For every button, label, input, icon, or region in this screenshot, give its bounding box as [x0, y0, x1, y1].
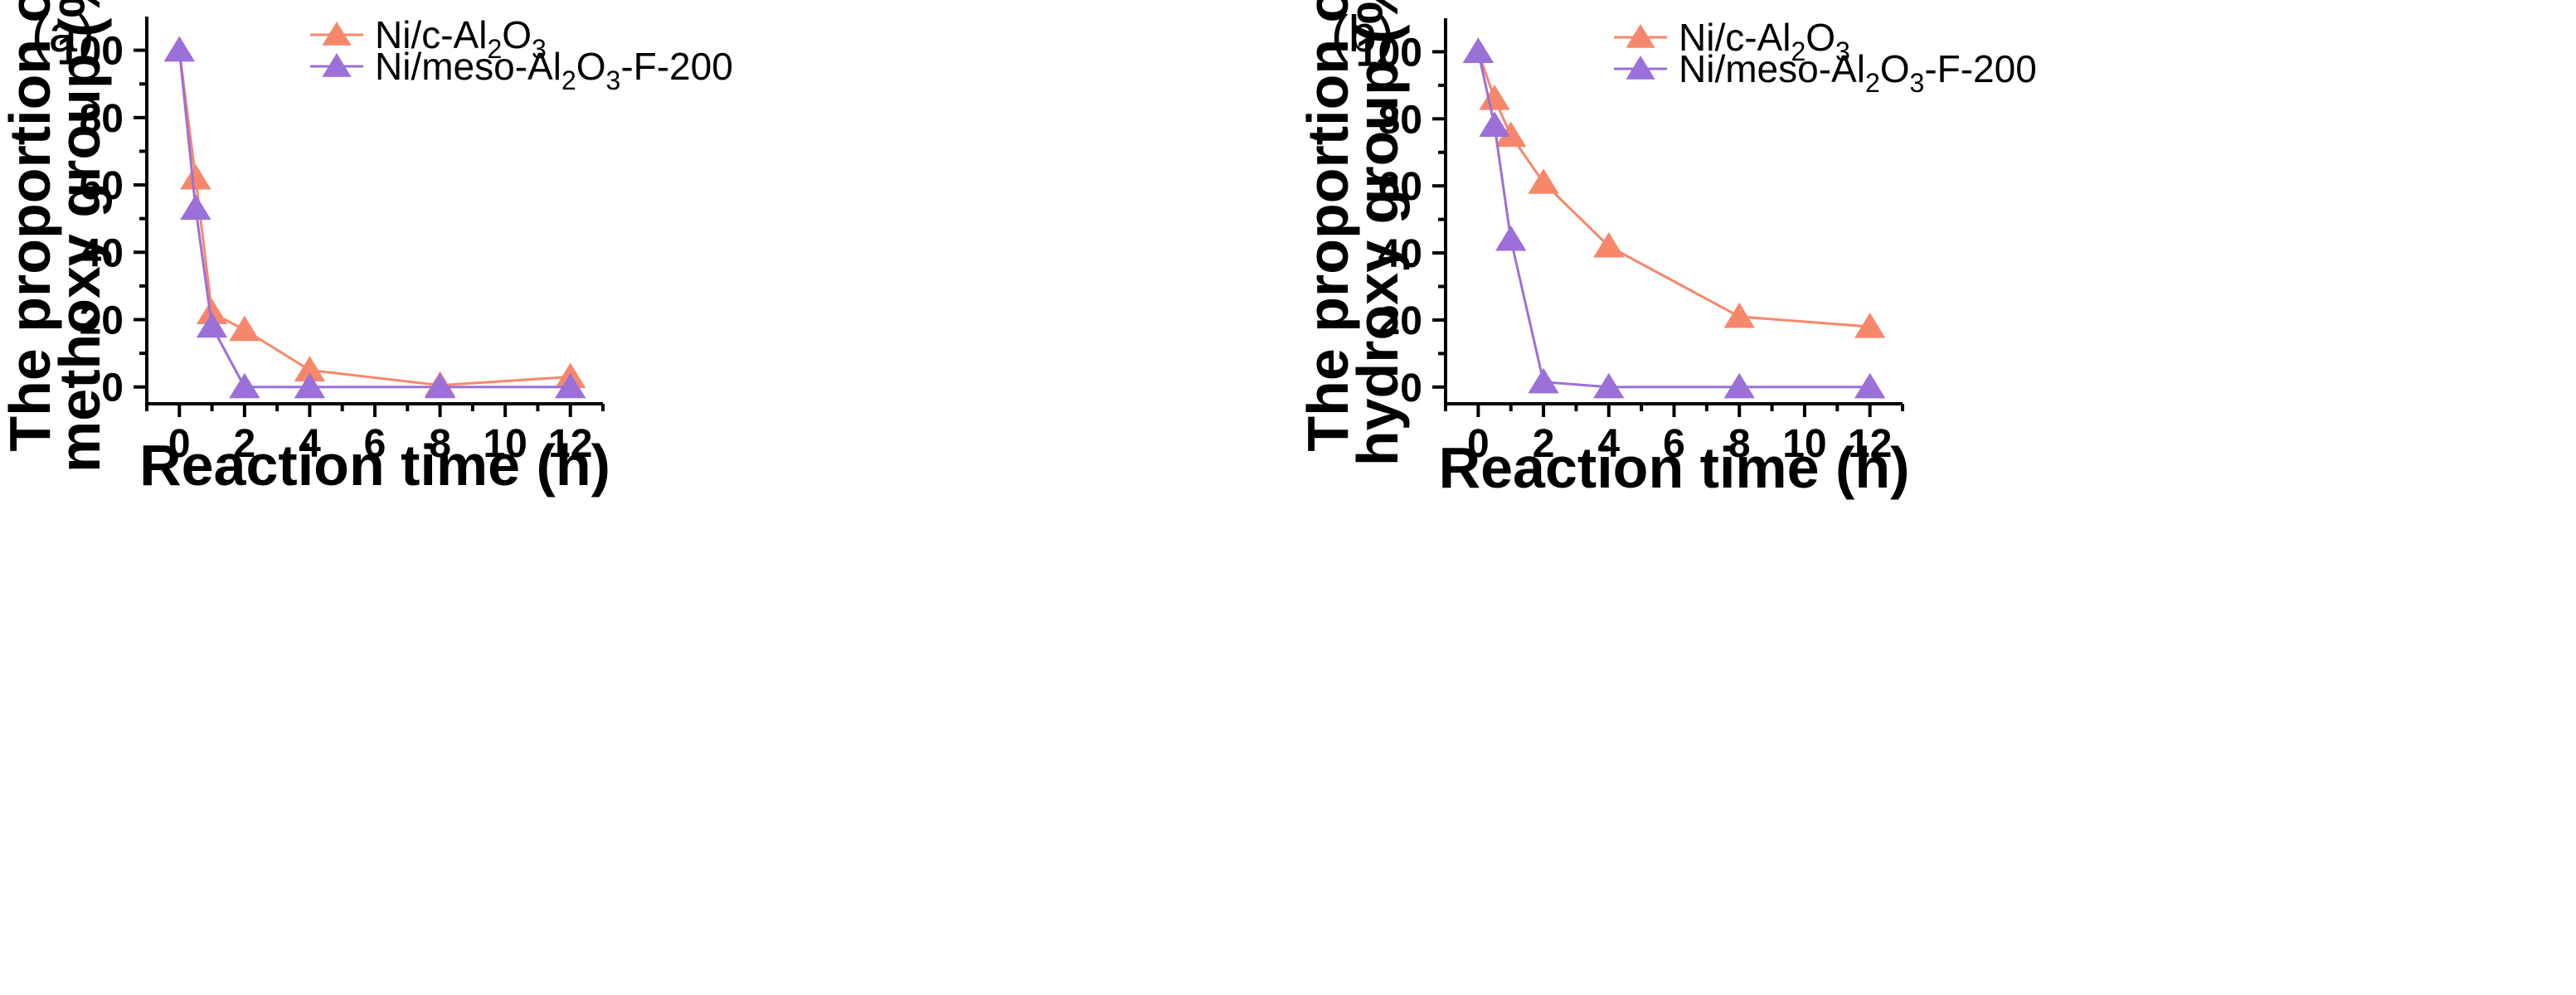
chart-a-y-axis-title-line2: methoxy group (%) [47, 0, 112, 473]
chart-a-legend-swatch-marker [322, 53, 352, 77]
chart-a-y-tick-label: 0 [101, 366, 124, 410]
chart-a-series-2-point [424, 372, 456, 399]
chart-a-y-axis-title-line1: The proportion of [0, 0, 62, 452]
chart-a-series-2-point [180, 194, 211, 221]
chart-b-series-2-point [1462, 37, 1495, 64]
chart-a-x-tick-label: 0 [168, 422, 191, 466]
chart-b-series-1-point [1495, 121, 1527, 148]
chart-a-series-1-point [196, 298, 228, 324]
chart-b-y-axis-title-line2: hydroxy group (%) [1345, 0, 1410, 466]
chart-a-x-tick-label: 2 [234, 422, 256, 466]
chart-a-x-tick-label: 6 [364, 422, 386, 466]
chart-a-x-axis-title: Reaction time (h) [139, 433, 610, 498]
chart-a-series-2-point [229, 372, 260, 399]
chart-b-series-1-point [1593, 231, 1625, 258]
chart-b-x-tick-label: 2 [1533, 422, 1555, 466]
chart-a-y-tick-label: 60 [80, 164, 124, 208]
chart-b-y-tick-label: 40 [1378, 232, 1422, 276]
chart-b-x-tick-label: 0 [1467, 422, 1490, 466]
chart-a-series-2-point [555, 372, 586, 399]
chart-b-legend-swatch-marker [1626, 24, 1655, 48]
chart-a-series-1-point [229, 315, 260, 342]
chart-b-series-2-point [1528, 367, 1559, 394]
chart-b-x-axis-title: Reaction time (h) [1439, 435, 1910, 500]
chart-b-series-2-point [1723, 372, 1755, 399]
chart-b-x-tick-label: 8 [1728, 422, 1751, 466]
chart-a-x-tick-label: 4 [299, 422, 321, 466]
chart-b-series-1-point [1854, 313, 1886, 338]
chart-b-legend-label: Ni/c-Al2O3 [1679, 16, 1850, 66]
chart-b-y-tick-label: 20 [1378, 299, 1422, 343]
chart-a-panel-label: (a) [32, 6, 95, 63]
chart-b-x-tick-label: 6 [1663, 422, 1685, 466]
chart-b-series-2-point [1854, 372, 1886, 399]
chart-a-y-tick-label: 100 [57, 30, 124, 74]
chart-b-series-2-point [1495, 225, 1527, 251]
chart-a-x-tick-label: 12 [548, 422, 592, 466]
chart-panel-a: 0 2 4 6 8 10 12 0 20 40 60 80 100 Reaction time (h) Th… [0, 0, 733, 498]
chart-b-y-axis-title-line1: The proportion of [1295, 0, 1360, 452]
chart-b-series-2-point [1593, 372, 1625, 399]
chart-a-series-2-point [196, 312, 228, 338]
chart-a-series-2-point [163, 36, 195, 62]
chart-a-series-1-point [294, 356, 326, 381]
chart-a-x-tick-label: 8 [429, 422, 451, 466]
chart-b-x-tick-label: 4 [1597, 422, 1620, 466]
chart-b-series-1-point [1528, 168, 1559, 194]
chart-a-y-tick-label: 20 [80, 298, 124, 342]
chart-b-y-tick-label: 80 [1378, 98, 1422, 142]
chart-b-panel-label: (b) [1331, 6, 1394, 63]
chart-b-series-2-point [1479, 111, 1510, 137]
chart-a-y-tick-label: 80 [80, 97, 124, 141]
chart-a-x-tick-label: 10 [483, 422, 527, 466]
chart-b-legend-swatch-marker [1626, 56, 1655, 80]
chart-a-legend-swatch-marker [322, 22, 352, 46]
chart-b-y-tick-label: 100 [1356, 31, 1422, 75]
chart-panel-b: 0 2 4 6 8 10 12 0 20 40 60 80 100 Reaction time (h) Th… [1288, 0, 2576, 995]
chart-b-y-tick-label: 60 [1378, 165, 1422, 209]
chart-a-legend-label: Ni/c-Al2O3 [375, 13, 547, 64]
chart-a-legend-label: Ni/meso-Al2O3-F-200 [375, 45, 733, 95]
chart-a-y-tick-label: 40 [80, 231, 124, 275]
chart-b-series-2-line [1476, 51, 1870, 389]
chart-b-series-1-point [1723, 302, 1755, 328]
chart-b-series-1-point [1479, 85, 1510, 110]
chart-a-series-2-point [294, 372, 326, 399]
chart-a-series-1-point [180, 163, 211, 190]
chart-b-x-tick-label: 12 [1848, 422, 1892, 466]
chart-b-y-tick-label: 0 [1400, 366, 1422, 410]
chart-b-legend-label: Ni/meso-Al2O3-F-200 [1679, 47, 2037, 98]
chart-b-x-tick-label: 10 [1782, 422, 1826, 466]
